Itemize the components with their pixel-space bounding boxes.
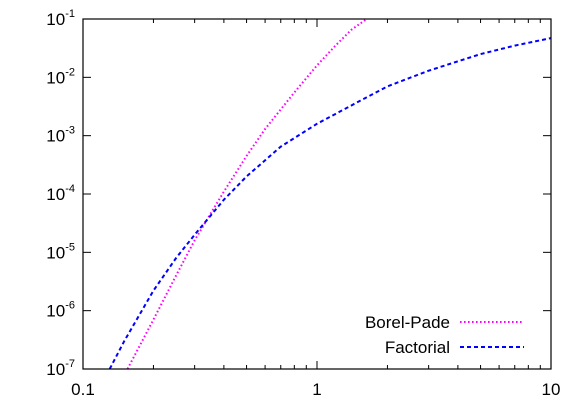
y-tick-label-base: 10 xyxy=(46,360,65,379)
y-tick-label: 10-3 xyxy=(46,125,75,146)
y-tick-label-base: 10 xyxy=(46,302,65,321)
series-line-factorial xyxy=(108,37,552,370)
series-line-borel-pade xyxy=(126,18,368,370)
y-tick-label: 10-1 xyxy=(46,8,75,29)
y-tick-label-exponent: -3 xyxy=(65,125,75,137)
axes-layer: 10-710-610-510-410-310-210-10.1 1 10 xyxy=(46,8,560,399)
y-tick-label-base: 10 xyxy=(46,243,65,262)
legend-label: Borel-Pade xyxy=(365,313,450,332)
series-layer xyxy=(108,18,552,370)
y-tick-label-base: 10 xyxy=(46,185,65,204)
y-tick-label-exponent: -1 xyxy=(65,8,75,20)
x-tick-label: 1 xyxy=(312,380,321,399)
y-tick-label-exponent: -5 xyxy=(65,241,75,253)
y-tick-label-base: 10 xyxy=(46,10,65,29)
x-tick-label: 0.1 xyxy=(71,380,95,399)
x-tick-label: 10 xyxy=(542,380,561,399)
y-tick-label: 10-6 xyxy=(46,300,75,321)
y-tick-label: 10-4 xyxy=(46,183,75,204)
y-tick-label-base: 10 xyxy=(46,68,65,87)
y-tick-label-base: 10 xyxy=(46,127,65,146)
y-tick-label-exponent: -2 xyxy=(65,66,75,78)
y-tick-label-exponent: -7 xyxy=(65,358,75,370)
y-tick-label: 10-2 xyxy=(46,66,75,87)
legend: Borel-Pade Factorial xyxy=(365,313,524,357)
legend-label: Factorial xyxy=(385,338,450,357)
y-tick-label-exponent: -6 xyxy=(65,300,75,312)
y-tick-label-exponent: -4 xyxy=(65,183,75,195)
y-tick-label: 10-7 xyxy=(46,358,75,379)
plot-frame xyxy=(82,18,552,370)
y-tick-label: 10-5 xyxy=(46,241,75,262)
